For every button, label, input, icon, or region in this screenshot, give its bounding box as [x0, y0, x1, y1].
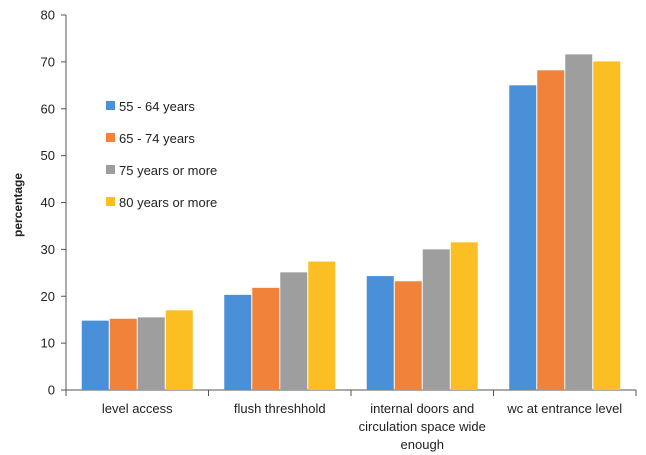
bar: [280, 272, 308, 390]
legend-label: 80 years or more: [119, 195, 217, 210]
y-tick-label: 30: [41, 242, 55, 257]
bar: [224, 294, 252, 390]
x-category-label: level access: [102, 401, 173, 416]
y-ticks: 0 10 20 30 40 50 60 70 80: [41, 8, 66, 398]
legend-label: 65 - 74 years: [119, 131, 195, 146]
y-tick-label: 70: [41, 54, 55, 69]
x-category-label: wc at entrance level: [506, 401, 622, 416]
bar: [308, 261, 336, 390]
y-tick-label: 80: [41, 8, 55, 23]
legend-swatch: [106, 101, 115, 110]
legend-label: 75 years or more: [119, 163, 217, 178]
y-tick-label: 0: [48, 383, 55, 398]
bar: [509, 85, 537, 390]
x-category-label: circulation space wide: [359, 419, 486, 434]
x-category-label: enough: [401, 437, 444, 452]
legend-label: 55 - 64 years: [119, 99, 195, 114]
y-tick-label: 60: [41, 101, 55, 116]
y-tick-label: 10: [41, 336, 55, 351]
bar: [252, 287, 280, 390]
bar: [593, 61, 621, 390]
bar: [422, 249, 450, 390]
legend-swatch: [106, 197, 115, 206]
x-category-label: flush threshhold: [234, 401, 326, 416]
bar: [165, 310, 193, 390]
bar: [394, 281, 422, 390]
x-categories: level access flush threshhold internal doo…: [102, 401, 622, 452]
bar: [450, 242, 478, 390]
y-tick-label: 40: [41, 195, 55, 210]
bars: [81, 54, 621, 390]
bar: [137, 317, 165, 390]
legend-swatch: [106, 133, 115, 142]
bar: [109, 318, 137, 390]
x-category-label: internal doors and: [370, 401, 474, 416]
y-axis-label: percentage: [11, 173, 25, 237]
legend-swatch: [106, 165, 115, 174]
bar: [81, 320, 109, 390]
bar: [537, 70, 565, 390]
legend: 55 - 64 years 65 - 74 years 75 years or mo…: [106, 99, 217, 210]
y-tick-label: 50: [41, 148, 55, 163]
bar: [565, 54, 593, 390]
bar: [366, 276, 394, 390]
y-tick-label: 20: [41, 289, 55, 304]
